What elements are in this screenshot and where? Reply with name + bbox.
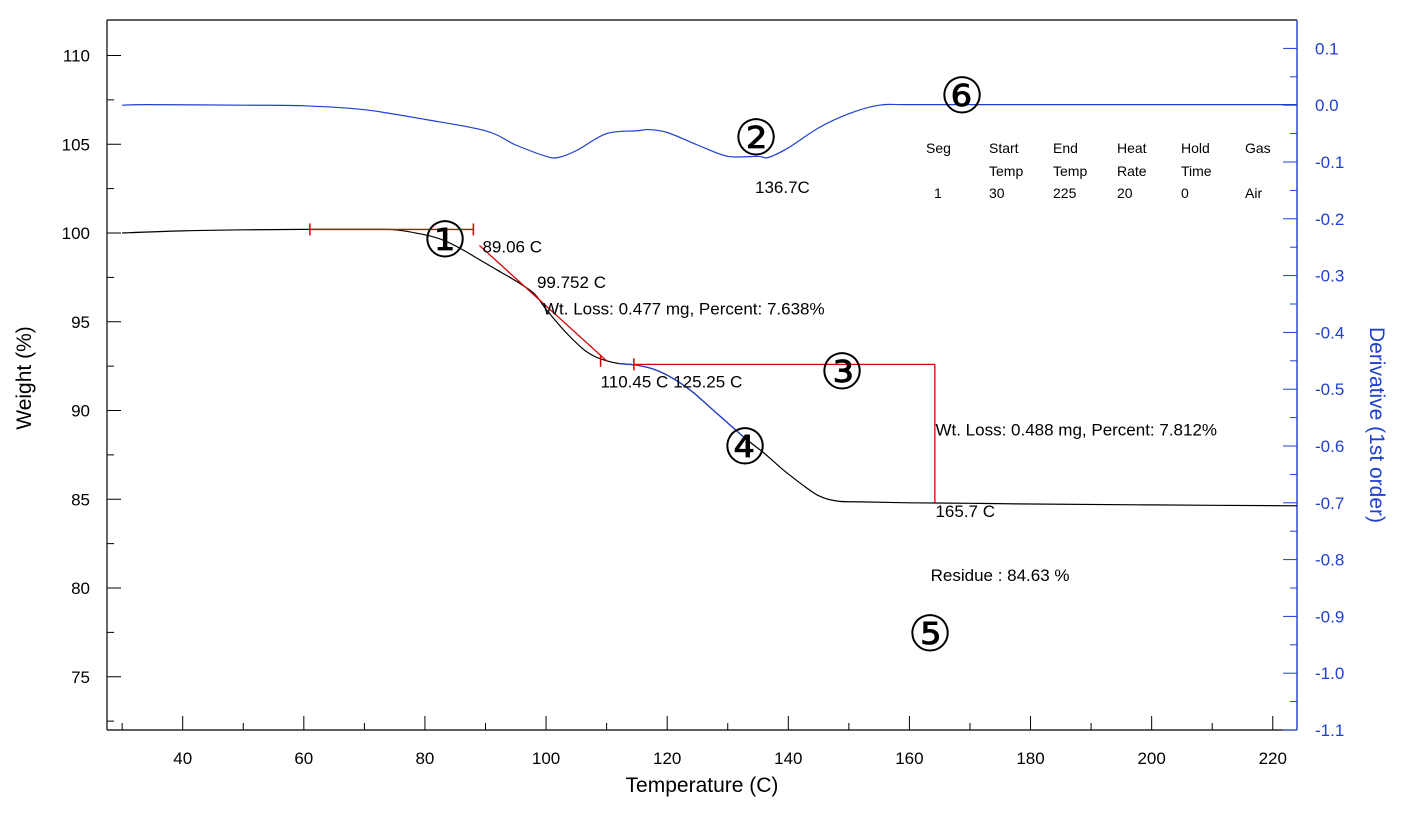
table-header: Start <box>989 140 1019 156</box>
y2-tick-label: -0.2 <box>1315 210 1344 229</box>
y2-tick-label: -0.8 <box>1315 551 1344 570</box>
tick-labels: 40 60 80 100 120 140 160 180 200 2207580859095100… <box>62 39 1345 768</box>
table-header: Gas <box>1245 140 1271 156</box>
table-cell: 20 <box>1117 185 1133 201</box>
table-cell: 0 <box>1181 185 1189 201</box>
y-tick-label: 105 <box>62 135 90 154</box>
x-tick-label: 120 <box>653 749 681 768</box>
x-tick-label: 80 <box>415 749 434 768</box>
x-tick-label: 100 <box>532 749 560 768</box>
y2-tick-label: -1.0 <box>1315 664 1344 683</box>
y-tick-label: 80 <box>71 579 90 598</box>
table-cell: 225 <box>1053 185 1077 201</box>
table-header: End <box>1053 140 1078 156</box>
annotation-loss-2: Wt. Loss: 0.488 mg, Percent: 7.812% <box>935 420 1217 439</box>
table-header-sub: Temp <box>1053 163 1087 179</box>
y2-tick-label: -1.1 <box>1315 721 1344 740</box>
y-tick-label: 75 <box>71 668 90 687</box>
x-tick-label: 180 <box>1016 749 1044 768</box>
table-cell: 1 <box>934 185 942 201</box>
annotation-end-1: 110.45 C <box>601 372 669 391</box>
y2-tick-label: -0.6 <box>1315 437 1344 456</box>
y2-tick-label: -0.4 <box>1315 323 1344 342</box>
marker-3: ③ <box>820 344 865 400</box>
annotation-peak: 136.7C <box>755 178 810 197</box>
weight-curve <box>122 229 1297 506</box>
y-tick-label: 85 <box>71 490 90 509</box>
x-tick-label: 140 <box>774 749 802 768</box>
table-header: Heat <box>1117 140 1147 156</box>
table-cell: Air <box>1245 185 1262 201</box>
y2-axis-title: Derivative (1st order) <box>1365 327 1388 523</box>
marker-4: ④ <box>723 419 768 475</box>
y2-tick-label: 0.1 <box>1315 39 1339 58</box>
marker-2: ② <box>734 110 779 166</box>
annotation-end-2: 165.7 C <box>935 502 995 521</box>
y2-tick-label: -0.5 <box>1315 380 1344 399</box>
y2-tick-label: -0.7 <box>1315 494 1344 513</box>
y2-tick-label: 0.0 <box>1315 96 1339 115</box>
annotation-onset: 89.06 C <box>482 238 542 257</box>
y-tick-label: 110 <box>63 47 90 66</box>
y-axis-title: Weight (%) <box>13 326 36 429</box>
x-tick-label: 160 <box>895 749 923 768</box>
y-tick-label: 95 <box>71 313 90 332</box>
annotation-start-2: 125.25 C <box>673 372 742 391</box>
x-tick-label: 220 <box>1259 749 1287 768</box>
x-tick-label: 40 <box>173 749 192 768</box>
table-header-sub: Rate <box>1117 163 1147 179</box>
y2-tick-label: -0.1 <box>1315 153 1344 172</box>
annotation-residue: Residue : 84.63 % <box>931 566 1070 585</box>
table-header: Seg <box>926 140 951 156</box>
table-header-sub: Temp <box>989 163 1023 179</box>
annotation-loss-1: Wt. Loss: 0.477 mg, Percent: 7.638% <box>543 300 825 319</box>
x-tick-label: 60 <box>294 749 313 768</box>
table-cell: 30 <box>989 185 1005 201</box>
table-header: Hold <box>1181 140 1210 156</box>
y-tick-label: 100 <box>62 224 90 243</box>
y2-tick-label: -0.3 <box>1315 267 1344 286</box>
marker-6: ⑥ <box>940 68 985 124</box>
method-table: Seg Start Temp End Temp Heat Rate Hold Time Gas 1 3… <box>926 140 1271 201</box>
annotation-inflection: 99.752 C <box>537 273 606 292</box>
x-tick-label: 200 <box>1137 749 1165 768</box>
marker-5: ⑤ <box>908 606 953 662</box>
y-tick-label: 90 <box>71 402 90 421</box>
y2-tick-label: -0.9 <box>1315 607 1344 626</box>
marker-1: ① <box>423 212 468 268</box>
x-axis-title: Temperature (C) <box>626 774 779 797</box>
table-header-sub: Time <box>1181 163 1212 179</box>
